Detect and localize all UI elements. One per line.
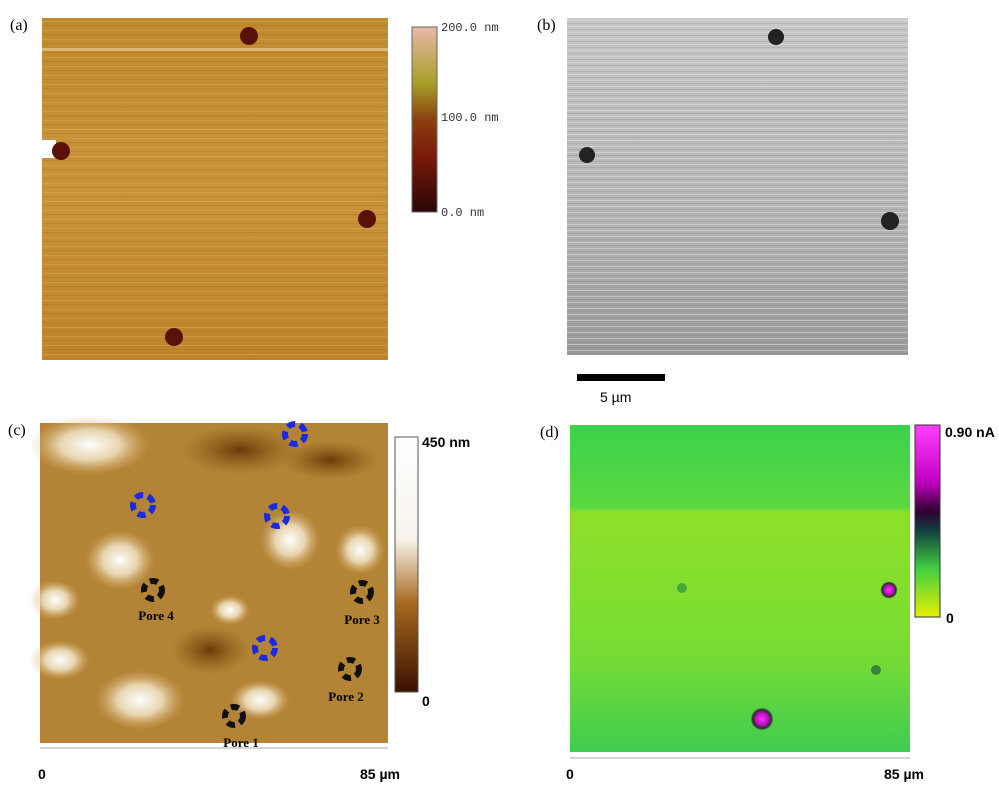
pore-label: Pore 4 [138, 608, 174, 623]
pore [358, 210, 376, 228]
axis-label: 0 [38, 766, 46, 782]
colorbar [395, 437, 418, 692]
pore [768, 29, 784, 45]
panel-label: (b) [537, 17, 556, 34]
axis-label: 85 µm [360, 766, 400, 782]
panel-b: (b) 5 µm [537, 17, 908, 405]
panel-label: (a) [10, 17, 28, 34]
scale-label: 5 µm [600, 389, 631, 405]
colorbar-label: 200.0 nm [441, 21, 499, 35]
panel-a: (a) 200.0 nm 100.0 nm 0.0 nm [10, 17, 499, 360]
pore [881, 212, 899, 230]
panel-c: (c) Pore 4 Pore 3 Pore 2 Pore 1 450 nm 0… [8, 415, 470, 782]
current-map [570, 425, 910, 752]
pore-label: Pore 2 [328, 689, 364, 704]
figure: (a) 200.0 nm 100.0 nm 0.0 nm (b) 5 µm (c… [0, 0, 999, 785]
scan-line [42, 48, 388, 51]
scan-lines [567, 18, 908, 355]
axis-label: 0 [566, 766, 574, 782]
colorbar [412, 27, 437, 212]
scale-bar [577, 374, 665, 381]
colorbar-label: 0 [946, 610, 954, 626]
panel-label: (d) [540, 424, 559, 441]
colorbar-label: 100.0 nm [441, 111, 499, 125]
colorbar-label: 0 [422, 693, 430, 709]
panel-d: (d) 0.90 nA 0 0 85 µm [540, 424, 995, 782]
pore [165, 328, 183, 346]
colorbar-label: 0.90 nA [945, 424, 995, 440]
colorbar-label: 0.0 nm [441, 206, 484, 220]
scan-lines [42, 18, 388, 360]
axis-label: 85 µm [884, 766, 924, 782]
pore [579, 147, 595, 163]
colorbar [915, 425, 940, 617]
panel-label: (c) [8, 422, 26, 439]
colorbar-label: 450 nm [422, 434, 470, 450]
pore [240, 27, 258, 45]
pore-label: Pore 3 [344, 612, 380, 627]
pore [52, 142, 70, 160]
